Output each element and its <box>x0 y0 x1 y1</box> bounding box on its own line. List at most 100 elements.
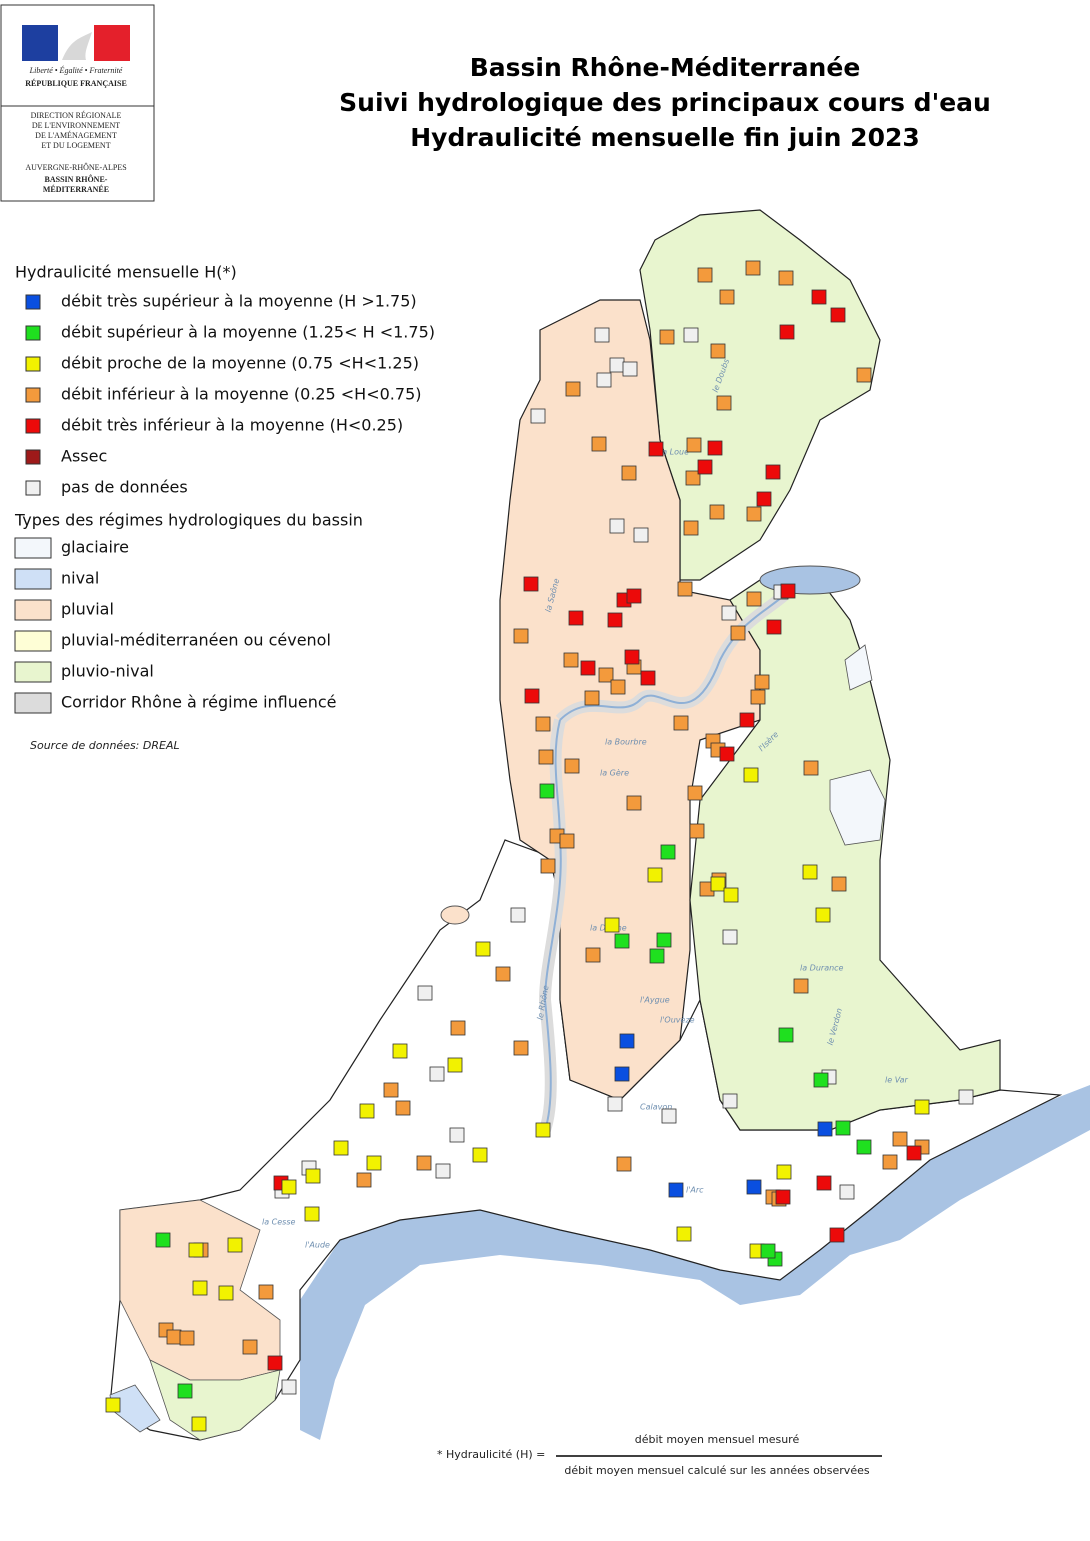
region-pluvio-nival-sw <box>149 1359 281 1441</box>
legend-label: débit proche de la moyenne (0.75 <H<1.25… <box>61 354 419 373</box>
station <box>304 1206 320 1222</box>
logo-motto: Liberté • Égalité • Fraternité <box>29 65 123 75</box>
station <box>475 941 491 957</box>
station <box>829 1227 845 1243</box>
station <box>640 670 656 686</box>
legend-swatch <box>14 630 52 652</box>
station <box>697 267 713 283</box>
river-label: le Var <box>885 1076 909 1085</box>
legend-swatch <box>25 418 41 434</box>
station <box>723 887 739 903</box>
station <box>830 307 846 323</box>
station <box>607 1096 623 1112</box>
station <box>383 1082 399 1098</box>
station <box>524 688 540 704</box>
station <box>535 716 551 732</box>
station <box>616 1156 632 1172</box>
station <box>333 1140 349 1156</box>
station <box>882 1154 898 1170</box>
station <box>585 947 601 963</box>
logo-line: DE L'AMÉNAGEMENT <box>35 130 117 140</box>
station <box>242 1339 258 1355</box>
station <box>746 591 762 607</box>
formula-numerator: débit moyen mensuel mesuré <box>635 1433 800 1446</box>
station <box>417 985 433 1001</box>
station <box>594 327 610 343</box>
legend: Hydraulicité mensuelle H(*) Types des ré… <box>14 263 435 753</box>
station <box>192 1280 208 1296</box>
station <box>435 1163 451 1179</box>
station <box>392 1043 408 1059</box>
station <box>633 527 649 543</box>
station <box>722 929 738 945</box>
station <box>523 576 539 592</box>
legend-label: glaciaire <box>61 538 129 557</box>
stations <box>105 260 974 1432</box>
station <box>831 876 847 892</box>
station <box>668 1182 684 1198</box>
station <box>218 1285 234 1301</box>
legend-swatch <box>14 537 52 559</box>
station <box>359 1103 375 1119</box>
station <box>914 1099 930 1115</box>
legend-label: Corridor Rhône à régime influencé <box>61 693 337 712</box>
logo-line: DIRECTION RÉGIONALE <box>31 110 122 120</box>
legend-swatch <box>25 294 41 310</box>
formula-denominator: débit moyen mensuel calculé sur les anné… <box>564 1464 869 1477</box>
station <box>677 581 693 597</box>
station <box>609 518 625 534</box>
rhone-river <box>543 589 791 1131</box>
station <box>510 907 526 923</box>
formula-prefix: * Hydraulicité (H) = <box>437 1448 545 1461</box>
station <box>730 625 746 641</box>
station <box>155 1232 171 1248</box>
station <box>624 649 640 665</box>
station <box>778 1027 794 1043</box>
river-label: la Loue <box>660 448 689 457</box>
river-label: la Bourbre <box>605 738 647 747</box>
station <box>395 1100 411 1116</box>
station <box>750 689 766 705</box>
station <box>513 628 529 644</box>
station <box>817 1121 833 1137</box>
station <box>776 1164 792 1180</box>
station <box>689 823 705 839</box>
station <box>647 867 663 883</box>
legend-label: débit supérieur à la moyenne (1.25< H <1… <box>61 323 435 342</box>
station <box>622 361 638 377</box>
station <box>179 1330 195 1346</box>
station <box>685 470 701 486</box>
logo-basin: MÉDITERRANÉE <box>43 184 109 194</box>
region-glacial <box>829 769 886 846</box>
station <box>710 343 726 359</box>
station <box>803 760 819 776</box>
station <box>697 459 713 475</box>
station <box>648 441 664 457</box>
station <box>591 436 607 452</box>
station <box>166 1329 182 1345</box>
station <box>766 619 782 635</box>
station <box>356 1172 372 1188</box>
station <box>188 1242 204 1258</box>
station <box>105 1397 121 1413</box>
station <box>584 690 600 706</box>
legend-label: nival <box>61 569 99 588</box>
station <box>739 712 755 728</box>
station <box>756 491 772 507</box>
station <box>649 948 665 964</box>
station <box>676 1226 692 1242</box>
station <box>227 1237 243 1253</box>
station <box>661 1108 677 1124</box>
legend-label: débit inférieur à la moyenne (0.25 <H<0.… <box>61 385 421 404</box>
legend-swatch <box>14 599 52 621</box>
station <box>191 1416 207 1432</box>
logo: Liberté • Égalité • Fraternité RÉPUBLIQU… <box>0 4 155 202</box>
station <box>779 324 795 340</box>
legend-label: pluvio-nival <box>61 662 154 681</box>
river-label: la Gère <box>600 768 629 778</box>
sea <box>300 1085 1090 1440</box>
station <box>281 1179 297 1195</box>
station <box>539 783 555 799</box>
legend-label: Assec <box>61 447 107 466</box>
